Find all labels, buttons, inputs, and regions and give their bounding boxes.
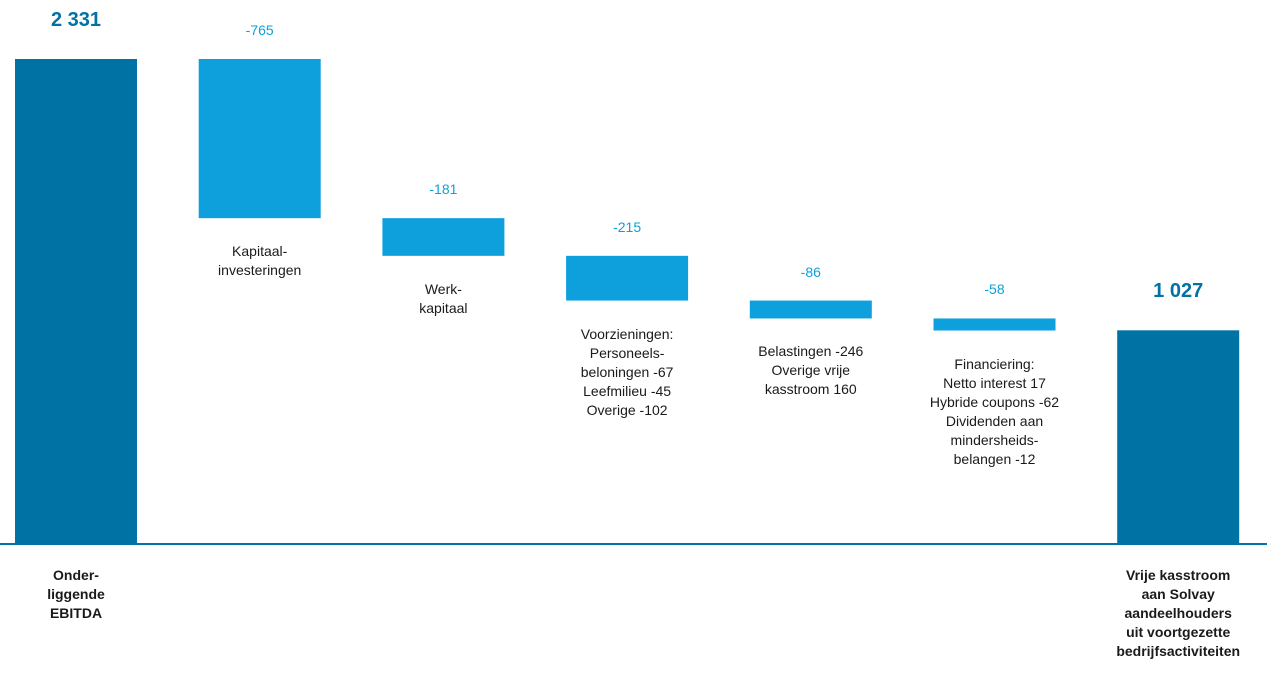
value-label: -86 bbox=[800, 263, 821, 280]
category-label: Werk- kapitaal bbox=[419, 280, 468, 316]
bar bbox=[749, 300, 872, 319]
category-label: Belastingen -246 Overige vrije kasstroom… bbox=[758, 343, 864, 398]
value-label: 2 331 bbox=[50, 9, 102, 31]
value-label: -215 bbox=[613, 218, 642, 235]
category-label: Voorzieningen: Personeels- beloningen -6… bbox=[580, 325, 674, 418]
bar bbox=[566, 255, 689, 301]
value-label: -58 bbox=[984, 281, 1005, 298]
bar bbox=[382, 218, 505, 256]
value-label: 1 027 bbox=[1153, 280, 1204, 303]
bar bbox=[15, 59, 137, 544]
category-label: Onder- liggende EBITDA bbox=[47, 567, 105, 621]
category-label: Kapitaal- investeringen bbox=[218, 243, 302, 279]
bar bbox=[198, 59, 321, 219]
bar bbox=[933, 318, 1056, 331]
value-label: -181 bbox=[429, 181, 458, 198]
category-label: Financiering: Netto interest 17 Hybride … bbox=[929, 355, 1060, 467]
value-label: -765 bbox=[245, 22, 274, 38]
bar bbox=[1117, 330, 1240, 544]
category-label: Vrije kasstroom aan Solvay aandeelhouder… bbox=[1116, 567, 1241, 659]
